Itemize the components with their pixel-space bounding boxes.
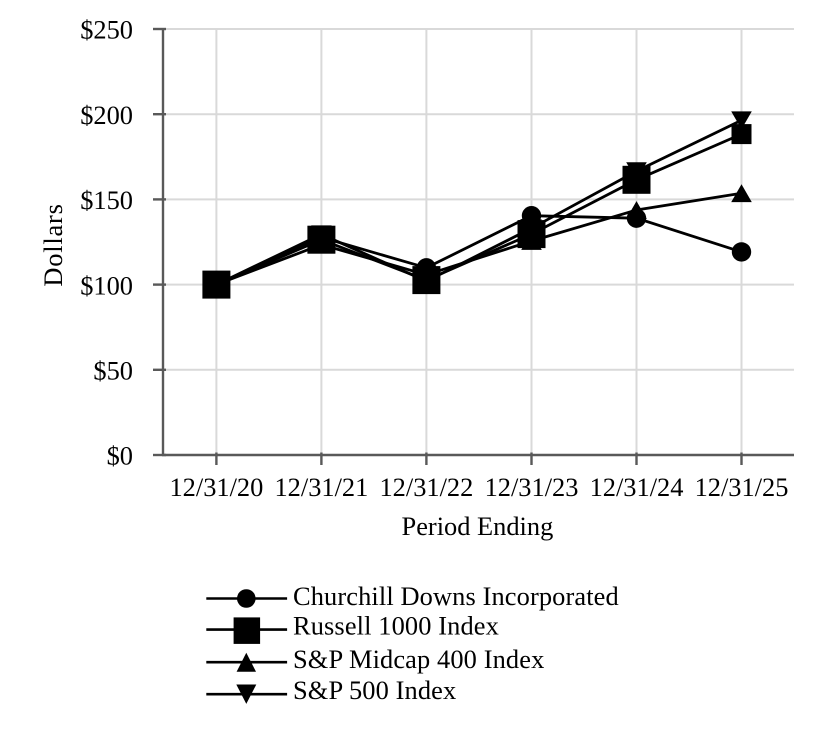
svg-text:12/31/22: 12/31/22 (379, 472, 473, 502)
svg-text:$200: $200 (80, 100, 133, 130)
svg-text:$50: $50 (93, 356, 133, 386)
svg-text:$150: $150 (80, 185, 133, 215)
svg-text:Period Ending: Period Ending (402, 511, 554, 541)
svg-text:12/31/25: 12/31/25 (695, 472, 789, 502)
svg-text:$100: $100 (80, 270, 133, 300)
svg-text:Dollars: Dollars (38, 203, 68, 286)
svg-text:Russell 1000 Index: Russell 1000 Index (293, 611, 499, 641)
svg-text:12/31/23: 12/31/23 (485, 472, 579, 502)
svg-text:$250: $250 (80, 15, 133, 45)
svg-text:S&P 500 Index: S&P 500 Index (293, 675, 456, 705)
svg-text:12/31/24: 12/31/24 (590, 472, 684, 502)
svg-text:$0: $0 (107, 441, 133, 471)
svg-text:S&P Midcap 400 Index: S&P Midcap 400 Index (293, 644, 544, 674)
svg-text:12/31/20: 12/31/20 (169, 472, 263, 502)
svg-text:12/31/21: 12/31/21 (274, 472, 368, 502)
svg-text:Churchill Downs Incorporated: Churchill Downs Incorporated (293, 581, 619, 611)
